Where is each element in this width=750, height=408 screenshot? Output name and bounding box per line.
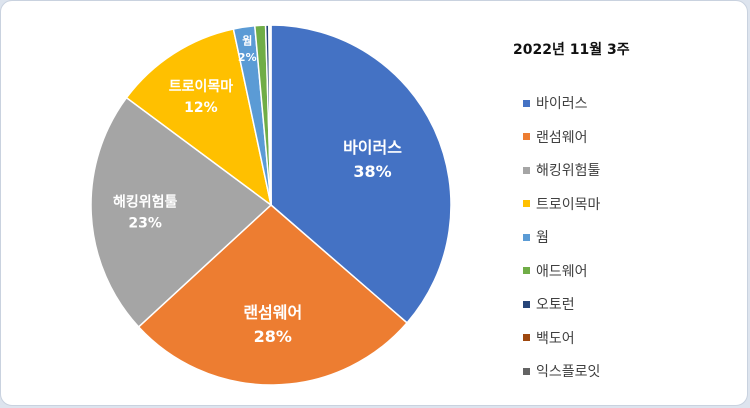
legend-label: 익스플로잇: [536, 364, 601, 380]
legend-swatch: [523, 300, 530, 308]
legend-swatch: [523, 367, 530, 375]
slice-label-value-4: 2%: [238, 51, 257, 64]
slice-label-name-0: 바이러스: [343, 138, 402, 157]
slice-label-value-0: 38%: [353, 162, 391, 181]
legend-swatch: [523, 233, 530, 241]
legend-swatch: [523, 267, 530, 274]
legend-item-1: 랜섬웨어: [523, 127, 588, 147]
legend-item-7: 백도어: [523, 328, 575, 348]
legend-label: 트로이목마: [536, 196, 601, 213]
pie-slice-1: [137, 203, 409, 386]
legend-item-8: 익스플로잇: [523, 361, 600, 381]
pie-slice-2: [90, 96, 273, 328]
legend-swatch: [523, 133, 530, 140]
slice-label-value-1: 28%: [254, 327, 292, 346]
legend-swatch: [523, 200, 530, 207]
slice-label-name-4: 웜: [242, 34, 252, 48]
legend-label: 랜섬웨어: [536, 129, 588, 146]
legend-label: 애드웨어: [536, 263, 588, 280]
pie-slice-8: [269, 24, 272, 206]
slice-label-value-2: 23%: [128, 216, 162, 232]
chart-title: 2022년 11월 3주: [513, 42, 630, 58]
pie-slice-3: [125, 28, 273, 207]
legend-label: 웜: [536, 230, 549, 246]
legend-item-6: 오토런: [523, 294, 575, 314]
legend-label: 해킹위험툴: [536, 163, 601, 179]
legend-swatch: [523, 166, 530, 174]
legend-label: 바이러스: [536, 96, 588, 112]
slice-label-name-1: 랜섬웨어: [243, 303, 302, 322]
legend-swatch: [523, 334, 530, 341]
legend-label: 오토런: [536, 297, 575, 313]
slice-label-value-3: 12%: [184, 100, 218, 116]
legend-item-0: 바이러스: [523, 93, 588, 113]
legend-item-5: 애드웨어: [523, 261, 588, 281]
legend-item-4: 웜: [523, 227, 549, 247]
legend-item-3: 트로이목마: [523, 194, 600, 214]
legend-item-2: 해킹위험툴: [523, 160, 600, 180]
slice-label-name-3: 트로이목마: [169, 78, 234, 95]
legend-label: 백도어: [536, 330, 575, 347]
pie-slice-0: [270, 24, 452, 324]
legend-swatch: [523, 99, 530, 107]
slice-label-name-2: 해킹위험툴: [113, 194, 178, 211]
